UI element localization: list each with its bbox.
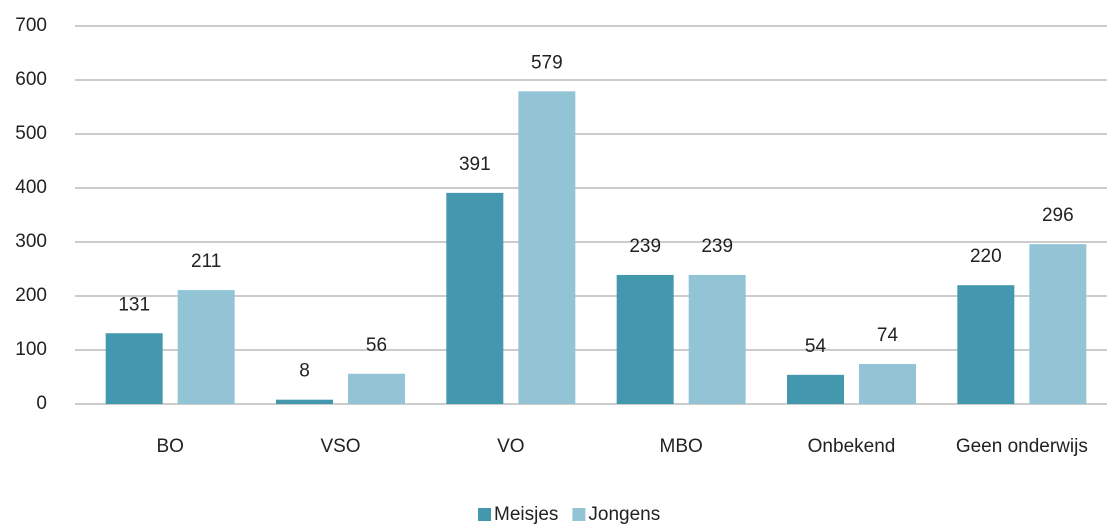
legend-swatch [478,508,491,521]
bar [518,91,576,404]
bar [859,364,916,404]
value-label: 296 [1042,205,1074,226]
y-tick-label: 500 [15,123,47,144]
bar [276,399,333,404]
y-tick-label: 600 [15,69,47,90]
y-tick-label: 0 [36,393,47,414]
value-label: 391 [459,154,491,175]
value-label: 56 [366,335,387,356]
y-tick-label: 100 [15,339,47,360]
x-tick-label: MBO [660,436,703,457]
bar [348,373,405,404]
bar [105,333,163,404]
y-tick-label: 300 [15,231,47,252]
value-label: 8 [299,361,310,382]
legend-label: Meisjes [494,504,558,525]
y-tick-label: 400 [15,177,47,198]
x-tick-label: Onbekend [808,436,896,457]
y-tick-label: 200 [15,285,47,306]
value-label: 239 [629,236,661,257]
value-label: 220 [970,246,1002,267]
legend-swatch [572,508,586,521]
bar [1029,244,1087,404]
value-label: 131 [118,294,150,315]
bar [787,374,844,404]
legend-label: Jongens [588,504,660,525]
bar [177,290,235,404]
x-tick-label: VSO [320,436,360,457]
bar [616,274,674,404]
y-tick-label: 700 [15,15,47,36]
x-tick-label: Geen onderwijs [956,436,1088,457]
x-tick-label: BO [156,436,183,457]
bar [957,285,1015,404]
value-label: 54 [805,336,827,357]
bar [688,274,746,404]
value-label: 579 [531,52,563,73]
bar [446,192,504,404]
value-label: 239 [701,236,733,257]
value-label: 211 [191,251,221,272]
x-tick-label: VO [497,436,524,457]
value-label: 74 [877,325,899,346]
